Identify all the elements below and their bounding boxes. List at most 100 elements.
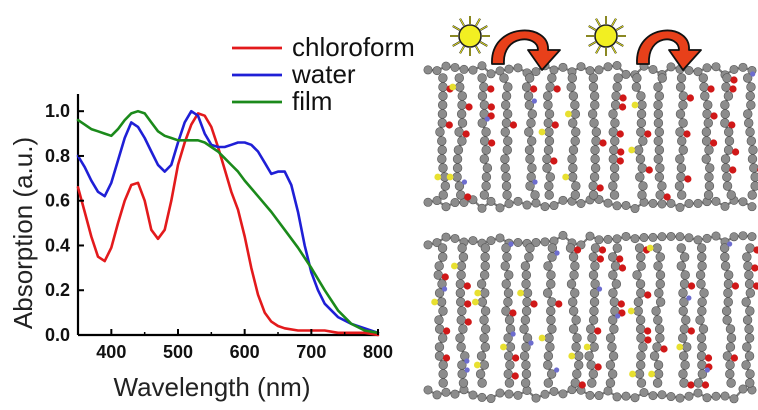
carbon-atom: [542, 154, 552, 164]
sulfur-atom: [646, 244, 654, 252]
oxygen-atom: [687, 327, 695, 335]
carbon-atom: [657, 181, 667, 191]
carbon-atom: [744, 324, 754, 334]
carbon-atom: [610, 118, 620, 128]
carbon-atom: [612, 82, 622, 92]
carbon-atom: [608, 154, 619, 164]
carbon-atom: [711, 62, 721, 72]
carbon-atom: [605, 378, 616, 388]
carbon-atom: [568, 163, 578, 173]
carbon-atom: [513, 196, 523, 206]
carbon-atom: [438, 369, 448, 379]
carbon-atom: [479, 270, 490, 280]
carbon-atom: [524, 252, 534, 262]
carbon-atom: [630, 234, 640, 244]
oxygen-atom: [753, 246, 758, 254]
y-axis-label: Absorption (a.u.): [8, 137, 38, 329]
carbon-atom: [566, 279, 577, 289]
carbon-atom: [479, 360, 490, 370]
carbon-atom: [543, 261, 553, 271]
carbon-atom: [634, 369, 645, 379]
carbon-atom: [457, 369, 467, 379]
carbon-atom: [505, 342, 516, 352]
carbon-atom: [499, 73, 509, 83]
carbon-atom: [438, 91, 448, 101]
carbon-atom: [588, 73, 599, 83]
carbon-atom: [621, 231, 631, 241]
carbon-atom: [726, 378, 736, 388]
carbon-atom: [480, 252, 490, 262]
carbon-atom: [636, 378, 647, 388]
carbon-atom: [722, 315, 732, 325]
carbon-atom: [653, 360, 664, 370]
y-tick-label: 1.0: [45, 101, 70, 121]
carbon-atom: [513, 63, 523, 73]
carbon-atom: [742, 73, 753, 83]
carbon-atom: [611, 279, 622, 289]
absorption-chart: 400 500 600 700 800 0.0 0.2 0.4 0.6 0.8 1.0 Absorp…: [8, 32, 415, 402]
carbon-atom: [657, 199, 667, 209]
sun-ray-fill: [475, 46, 481, 54]
carbon-atom: [701, 154, 711, 164]
carbon-atom: [684, 391, 694, 401]
carbon-atom: [437, 118, 448, 128]
carbon-atom: [521, 82, 532, 92]
sun-disc: [458, 24, 482, 48]
carbon-atom: [549, 201, 559, 211]
carbon-atom: [720, 261, 731, 271]
oxygen-atom: [487, 103, 495, 111]
carbon-atom: [725, 369, 735, 379]
oxygen-atom: [488, 139, 496, 147]
carbon-atom: [452, 172, 462, 182]
carbon-atom: [585, 231, 595, 241]
carbon-atom: [525, 243, 535, 253]
carbon-atom: [743, 109, 753, 119]
carbon-atom: [546, 306, 556, 316]
carbon-atom: [698, 324, 709, 334]
sulfur-atom: [538, 128, 546, 136]
nitrogen-atom: [686, 295, 692, 301]
carbon-atom: [545, 172, 556, 182]
carbon-atom: [610, 261, 621, 271]
carbon-atom: [456, 270, 466, 280]
carbon-atom: [633, 297, 644, 307]
sulfur-atom: [449, 83, 457, 91]
sun-disc: [594, 24, 618, 48]
carbon-atom: [549, 386, 559, 396]
carbon-atom: [636, 360, 646, 370]
carbon-atom: [612, 61, 622, 71]
carbon-atom: [504, 389, 514, 399]
carbon-atom: [675, 232, 685, 242]
carbon-atom: [703, 118, 713, 128]
sulfur-atom: [564, 110, 572, 118]
carbon-atom: [607, 369, 618, 379]
carbon-atom: [456, 315, 466, 325]
carbon-atom: [547, 73, 557, 83]
carbon-atom: [574, 351, 584, 361]
carbon-atom: [558, 62, 568, 72]
carbon-atom: [603, 62, 613, 72]
carbon-atom: [436, 297, 447, 307]
carbon-atom: [693, 198, 703, 208]
carbon-atom: [674, 181, 685, 191]
carbon-atom: [588, 315, 599, 325]
molecular-structure-illustration: [423, 61, 758, 404]
carbon-atom: [651, 306, 661, 316]
carbon-atom: [486, 236, 496, 246]
carbon-atom: [696, 333, 707, 343]
carbon-atom: [495, 233, 505, 243]
nitrogen-atom: [554, 250, 560, 256]
carbon-atom: [520, 261, 531, 271]
molecular-layer: [423, 230, 758, 404]
carbon-atom: [635, 172, 645, 182]
carbon-atom: [480, 261, 490, 271]
carbon-atom: [544, 190, 554, 200]
carbon-atom: [729, 232, 739, 242]
carbon-atom: [744, 279, 755, 289]
carbon-atom: [590, 145, 600, 155]
legend-label: film: [292, 86, 332, 116]
carbon-atom: [630, 393, 640, 403]
carbon-atom: [454, 127, 464, 137]
carbon-atom: [613, 73, 623, 83]
